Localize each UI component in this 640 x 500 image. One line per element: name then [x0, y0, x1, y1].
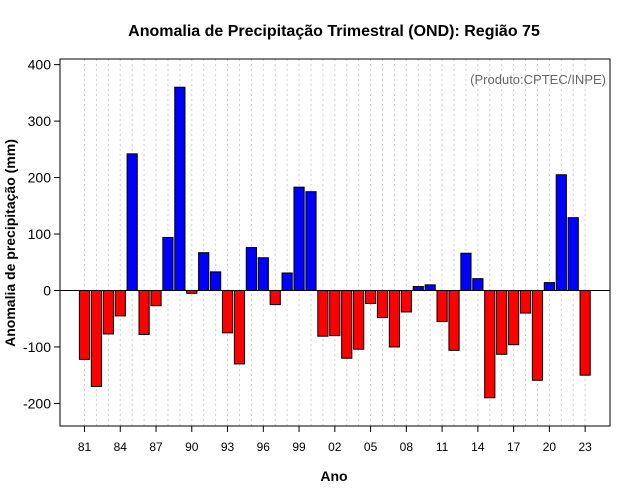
x-tick-label: 81 [78, 440, 92, 454]
bar-2003 [341, 289, 353, 359]
x-tick-label: 90 [185, 440, 199, 454]
bar-1988 [162, 236, 174, 291]
y-tick-label: -200 [23, 395, 51, 411]
bar-2010 [424, 284, 436, 292]
x-tick-label: 11 [436, 440, 449, 454]
bar-1982 [90, 289, 103, 387]
bar-1983 [102, 289, 114, 335]
x-tick-label: 20 [543, 440, 557, 454]
y-axis-label: Anomalia de precipitação (mm) [2, 139, 18, 347]
bar-1985 [126, 153, 138, 291]
bar-2001 [317, 289, 329, 337]
y-tick-label: 200 [28, 170, 52, 186]
x-tick-label: 14 [471, 440, 485, 454]
x-axis-label: Ano [320, 468, 347, 484]
y-tick-label: 300 [28, 113, 52, 129]
bar-2000 [305, 191, 317, 291]
bar-1994 [233, 289, 246, 365]
bar-1981 [78, 289, 91, 360]
bar-1997 [269, 289, 281, 306]
x-tick-label: 23 [578, 440, 592, 454]
bar-2006 [376, 289, 389, 319]
bar-1984 [114, 289, 126, 317]
x-tick-label: 84 [114, 440, 128, 454]
bar-2021 [555, 174, 567, 291]
bar-2005 [364, 289, 377, 304]
bar-1999 [293, 186, 305, 291]
x-tick-label: 05 [364, 440, 378, 454]
bar-2023 [579, 289, 591, 376]
bar-2011 [436, 289, 448, 323]
bar-2018 [519, 289, 532, 314]
bar-2022 [567, 217, 579, 291]
bar-2013 [460, 252, 472, 291]
y-tick-label: 400 [28, 57, 52, 73]
bar-1995 [245, 247, 257, 291]
x-tick-label: 08 [400, 440, 414, 454]
bar-1996 [257, 257, 269, 291]
bar-1998 [281, 272, 293, 291]
chart-title: Anomalia de Precipitação Trimestral (OND… [128, 23, 540, 40]
bars [78, 86, 591, 399]
bar-2007 [388, 289, 401, 348]
x-tick-label: 96 [257, 440, 271, 454]
x-tick-label: 17 [507, 440, 521, 454]
y-axis: -200 -100 0 100 200 300 400 [23, 57, 60, 411]
bar-2009 [412, 286, 424, 291]
y-tick-label: 100 [28, 226, 52, 242]
y-tick-label: -100 [23, 339, 51, 355]
x-tick-label: 99 [292, 440, 306, 454]
bar-2004 [353, 289, 365, 350]
bar-2008 [400, 289, 412, 313]
bar-1989 [174, 86, 186, 291]
x-tick-label: 93 [221, 440, 235, 454]
y-tick-label: 0 [43, 282, 51, 298]
bar-2015 [484, 289, 496, 399]
bar-1993 [221, 289, 234, 334]
x-tick-label: 87 [149, 440, 163, 454]
bar-1992 [210, 271, 222, 291]
bar-1986 [138, 289, 150, 336]
bar-2017 [508, 289, 520, 346]
bar-2014 [472, 278, 484, 292]
bar-2012 [448, 289, 460, 351]
bar-2020 [543, 282, 555, 291]
bar-1991 [198, 252, 210, 291]
grid-lines [84, 59, 586, 426]
bar-2019 [531, 289, 544, 381]
bar-1987 [150, 289, 162, 307]
bar-2002 [329, 289, 341, 337]
bar-2016 [496, 289, 508, 355]
x-axis: 81 84 87 90 93 96 99 02 05 08 11 14 17 20 23 [78, 426, 592, 454]
credit-note: (Produto:CPTEC/INPE) [470, 72, 606, 87]
x-tick-label: 02 [328, 440, 342, 454]
